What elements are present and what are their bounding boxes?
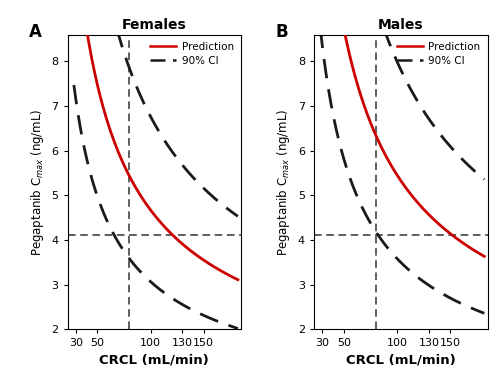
Text: B: B <box>276 23 288 41</box>
Title: Females: Females <box>122 18 186 32</box>
X-axis label: CRCL (mL/min): CRCL (mL/min) <box>100 354 209 367</box>
Title: Males: Males <box>378 18 424 32</box>
Legend: Prediction, 90% CI: Prediction, 90% CI <box>148 40 236 68</box>
Y-axis label: Pegaptanib C$_{max}$ (ng/mL): Pegaptanib C$_{max}$ (ng/mL) <box>275 108 292 256</box>
X-axis label: CRCL (mL/min): CRCL (mL/min) <box>346 354 456 367</box>
Y-axis label: Pegaptanib C$_{max}$ (ng/mL): Pegaptanib C$_{max}$ (ng/mL) <box>29 108 46 256</box>
Text: A: A <box>30 23 42 41</box>
Legend: Prediction, 90% CI: Prediction, 90% CI <box>395 40 482 68</box>
